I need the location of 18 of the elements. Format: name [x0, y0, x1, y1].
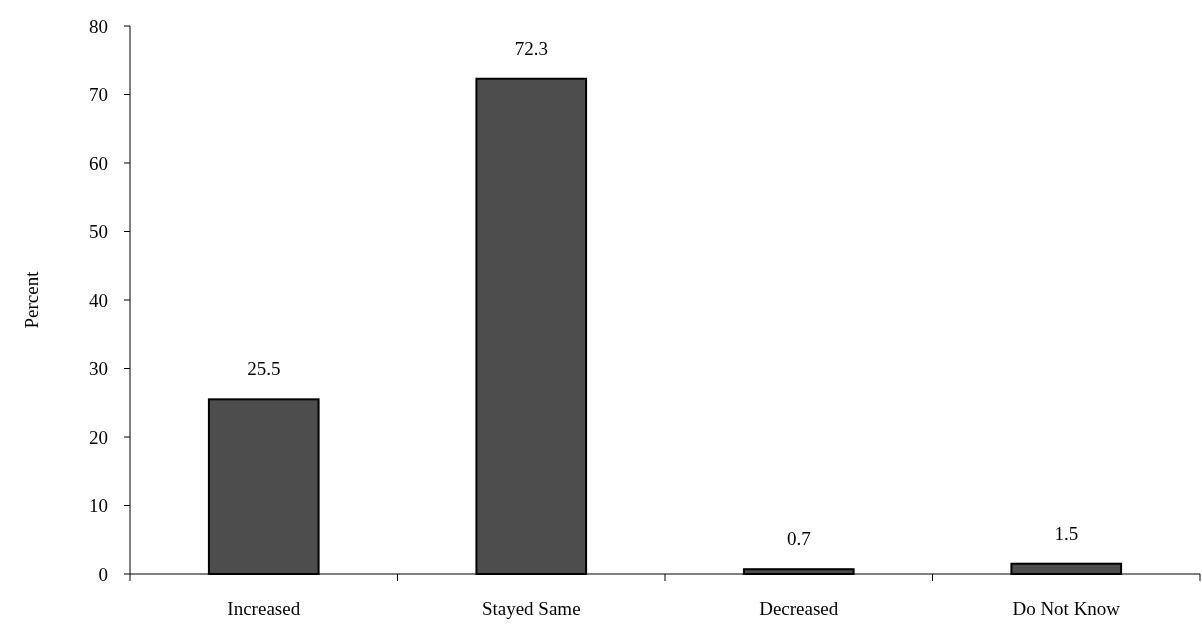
y-tick-label: 60 — [89, 152, 108, 174]
y-axis-title: Percent — [21, 270, 42, 329]
x-tick-label: Stayed Same — [481, 598, 581, 619]
x-tick-label: Decreased — [759, 598, 839, 619]
y-tick-label: 30 — [89, 358, 108, 380]
data-label: 0.7 — [786, 528, 811, 550]
x-tick-label: Do Not Know — [1012, 598, 1121, 619]
data-label: 72.3 — [514, 37, 548, 59]
x-tick-label: Increased — [227, 598, 301, 619]
y-tick-label: 40 — [89, 289, 108, 311]
y-tick-label: 70 — [89, 84, 108, 106]
data-label: 25.5 — [247, 358, 281, 380]
y-tick-label: 10 — [89, 495, 108, 517]
y-tick-label: 80 — [89, 15, 108, 37]
y-tick-label: 50 — [89, 221, 108, 243]
y-tick-label: 20 — [89, 426, 108, 448]
data-label: 1.5 — [1054, 522, 1079, 544]
y-tick-label: 0 — [98, 563, 108, 585]
